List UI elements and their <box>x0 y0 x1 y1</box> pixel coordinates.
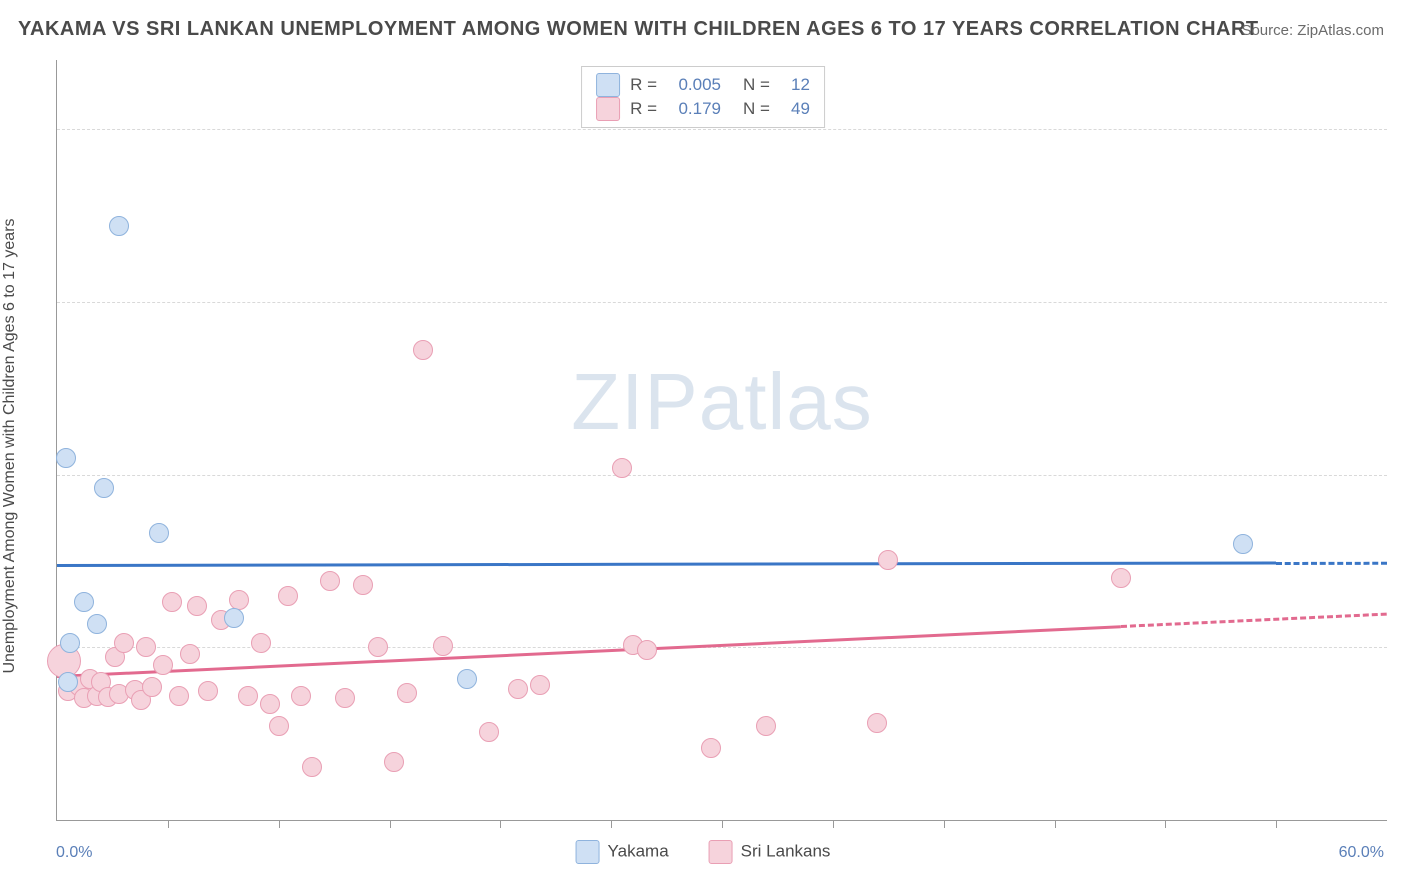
x-tick <box>279 820 280 828</box>
plot-area: ZIPatlas 12.5%25.0%37.5%50.0% <box>56 60 1387 821</box>
x-tick <box>722 820 723 828</box>
scatter-point <box>87 614 107 634</box>
scatter-point <box>353 575 373 595</box>
scatter-point <box>867 713 887 733</box>
scatter-point <box>56 448 76 468</box>
scatter-point <box>198 681 218 701</box>
gridline-h <box>57 475 1387 476</box>
r-value: 0.005 <box>667 75 721 95</box>
scatter-point <box>58 672 78 692</box>
n-label: N = <box>743 75 770 95</box>
trend-line <box>1121 613 1387 628</box>
chart-title: YAKAMA VS SRI LANKAN UNEMPLOYMENT AMONG … <box>18 18 1259 41</box>
x-tick <box>944 820 945 828</box>
r-label: R = <box>630 99 657 119</box>
trend-line <box>57 562 1276 568</box>
scatter-point <box>74 592 94 612</box>
scatter-point <box>530 675 550 695</box>
series-label: Sri Lankans <box>741 841 831 860</box>
series-legend-item: Yakama <box>576 840 669 864</box>
n-label: N = <box>743 99 770 119</box>
x-tick <box>390 820 391 828</box>
scatter-point <box>413 340 433 360</box>
scatter-point <box>153 655 173 675</box>
scatter-point <box>637 640 657 660</box>
scatter-point <box>224 608 244 628</box>
scatter-point <box>384 752 404 772</box>
scatter-point <box>291 686 311 706</box>
n-value: 12 <box>780 75 810 95</box>
scatter-point <box>136 637 156 657</box>
series-label: Yakama <box>608 841 669 860</box>
x-tick <box>1276 820 1277 828</box>
x-tick <box>833 820 834 828</box>
scatter-point <box>162 592 182 612</box>
correlation-legend: R = 0.005 N = 12 R = 0.179 N = 49 <box>581 66 825 128</box>
watermark-atlas: atlas <box>699 357 873 446</box>
scatter-point <box>479 722 499 742</box>
scatter-point <box>187 596 207 616</box>
scatter-point <box>612 458 632 478</box>
scatter-point <box>368 637 388 657</box>
scatter-point <box>508 679 528 699</box>
legend-swatch <box>576 840 600 864</box>
scatter-point <box>149 523 169 543</box>
legend-stats-row: R = 0.005 N = 12 <box>596 73 810 97</box>
scatter-point <box>335 688 355 708</box>
watermark: ZIPatlas <box>571 356 872 448</box>
scatter-point <box>109 216 129 236</box>
scatter-point <box>756 716 776 736</box>
scatter-point <box>260 694 280 714</box>
scatter-point <box>238 686 258 706</box>
scatter-point <box>169 686 189 706</box>
scatter-point <box>94 478 114 498</box>
x-tick <box>168 820 169 828</box>
scatter-point <box>878 550 898 570</box>
scatter-point <box>180 644 200 664</box>
series-legend-item: Sri Lankans <box>709 840 831 864</box>
scatter-point <box>142 677 162 697</box>
r-label: R = <box>630 75 657 95</box>
y-axis-title: Unemployment Among Women with Children A… <box>1 218 19 673</box>
gridline-h <box>57 302 1387 303</box>
scatter-point <box>1233 534 1253 554</box>
source-attribution: Source: ZipAtlas.com <box>1241 22 1384 39</box>
scatter-point <box>433 636 453 656</box>
scatter-point <box>251 633 271 653</box>
scatter-point <box>1111 568 1131 588</box>
scatter-point <box>229 590 249 610</box>
watermark-zip: ZIP <box>571 357 698 446</box>
x-tick <box>1165 820 1166 828</box>
scatter-point <box>60 633 80 653</box>
x-tick <box>1055 820 1056 828</box>
n-value: 49 <box>780 99 810 119</box>
scatter-point <box>320 571 340 591</box>
scatter-point <box>278 586 298 606</box>
y-tick-label: 50.0% <box>1397 120 1406 138</box>
scatter-point <box>302 757 322 777</box>
y-tick-label: 37.5% <box>1397 293 1406 311</box>
scatter-point <box>397 683 417 703</box>
scatter-point <box>457 669 477 689</box>
scatter-point <box>269 716 289 736</box>
scatter-point <box>701 738 721 758</box>
series-legend: Yakama Sri Lankans <box>576 840 831 864</box>
x-axis-max-label: 60.0% <box>1339 844 1384 862</box>
x-tick <box>500 820 501 828</box>
scatter-point <box>114 633 134 653</box>
legend-swatch <box>596 97 620 121</box>
trend-line <box>1276 562 1387 565</box>
y-tick-label: 12.5% <box>1397 638 1406 656</box>
r-value: 0.179 <box>667 99 721 119</box>
gridline-h <box>57 129 1387 130</box>
legend-stats-row: R = 0.179 N = 49 <box>596 97 810 121</box>
legend-swatch <box>596 73 620 97</box>
y-tick-label: 25.0% <box>1397 466 1406 484</box>
trend-line <box>57 625 1121 678</box>
x-axis-min-label: 0.0% <box>56 844 92 862</box>
legend-swatch <box>709 840 733 864</box>
x-tick <box>611 820 612 828</box>
